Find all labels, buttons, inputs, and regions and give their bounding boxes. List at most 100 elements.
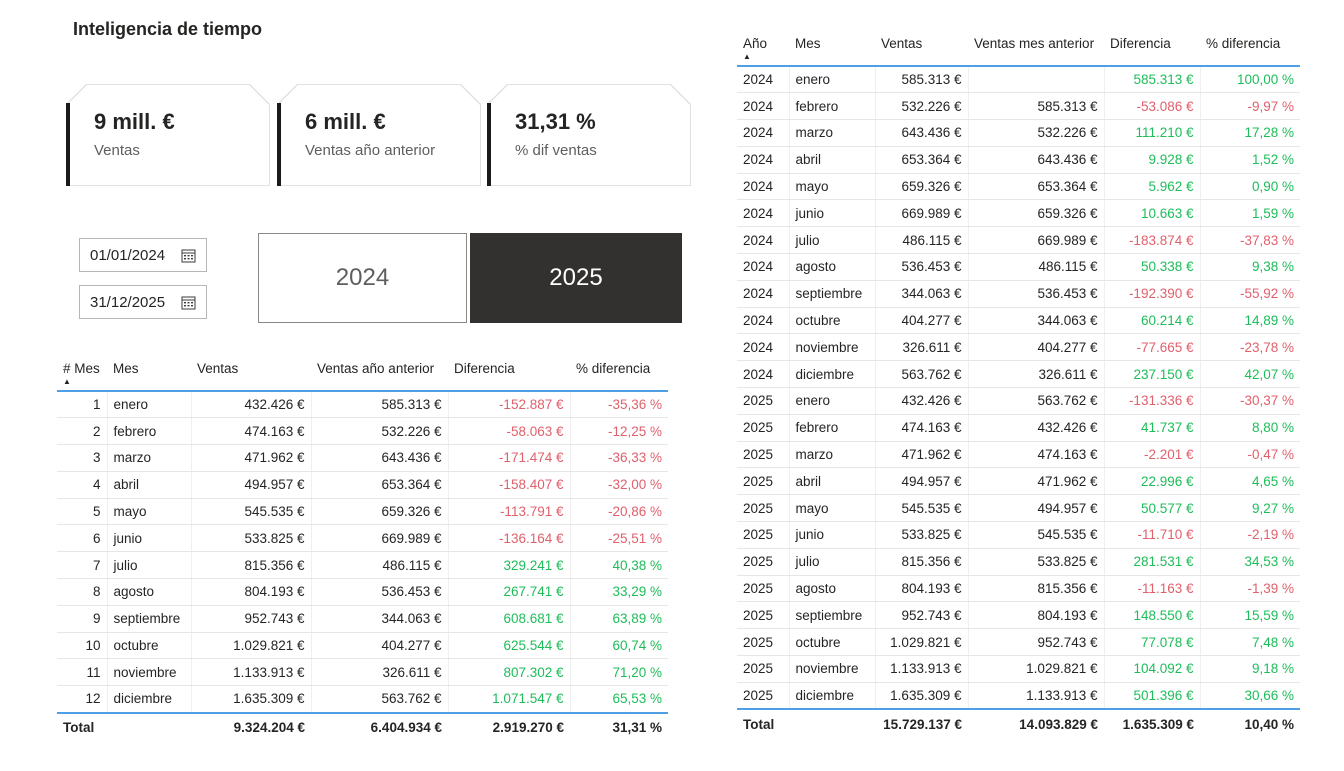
column-header--diferencia[interactable]: % diferencia xyxy=(570,358,668,392)
total-cell: 31,31 % xyxy=(570,711,668,742)
cell: 2025 xyxy=(737,414,790,442)
cell: -2,19 % xyxy=(1200,521,1300,549)
column-header-ventas[interactable]: Ventas xyxy=(875,33,968,67)
cell: julio xyxy=(107,551,192,580)
date-from-field[interactable] xyxy=(79,238,207,272)
cell: 33,29 % xyxy=(570,578,668,606)
cell: -35,36 % xyxy=(570,391,668,419)
cell: 2024 xyxy=(737,199,790,228)
column-header-diferencia[interactable]: Diferencia xyxy=(1104,33,1200,67)
cell: 643.436 € xyxy=(968,146,1105,174)
table-row: 2024 enero 585.313 €585.313 €100,00 % xyxy=(737,66,1300,94)
header-row: Año ▲ Mes Ventas Ventas mes anterior Diferenc… xyxy=(737,33,1300,67)
cell: 71,20 % xyxy=(570,658,668,687)
kpi-label: % dif ventas xyxy=(515,142,597,159)
date-from-input[interactable] xyxy=(90,246,174,264)
cell: octubre xyxy=(789,628,876,657)
cell: 585.313 € xyxy=(1104,66,1201,94)
cell: 2025 xyxy=(737,682,790,710)
cell: 267.741 € xyxy=(448,578,571,606)
cell: 2025 xyxy=(737,494,790,523)
total-row: Total 9.324.204 €6.404.934 €2.919.270 €31… xyxy=(57,711,668,742)
card-background xyxy=(278,85,480,185)
cell: 643.436 € xyxy=(311,444,449,472)
column-header-mes[interactable]: Mes xyxy=(789,33,875,67)
table-row: 6 junio 533.825 €669.989 € -136.164 € -25,51… xyxy=(57,524,668,553)
cell: 2024 xyxy=(737,146,790,174)
cell: 40,38 % xyxy=(570,551,668,580)
column-header--mes[interactable]: # Mes ▲ xyxy=(57,358,107,392)
date-to-input[interactable] xyxy=(90,293,174,311)
cell: 804.193 € xyxy=(191,578,312,606)
cell: 585.313 € xyxy=(311,391,449,419)
table-row: 2025 noviembre 1.133.913 €1.029.821 €104.0… xyxy=(737,655,1300,683)
cell: -55,92 % xyxy=(1200,280,1300,308)
cell: 653.364 € xyxy=(311,471,449,499)
cell: 34,53 % xyxy=(1200,548,1300,576)
calendar-icon[interactable] xyxy=(181,248,196,263)
cell: -32,00 % xyxy=(570,471,668,499)
cell: -25,51 % xyxy=(570,524,668,553)
cell: 1.133.913 € xyxy=(875,655,969,683)
cell: 471.962 € xyxy=(875,441,969,469)
cell: 643.436 € xyxy=(875,119,969,147)
cell: diciembre xyxy=(789,682,876,710)
column-header-año[interactable]: Año ▲ xyxy=(737,33,789,67)
cell: -53.086 € xyxy=(1104,92,1201,121)
cell: 532.226 € xyxy=(968,119,1105,147)
date-to-field[interactable] xyxy=(79,285,207,319)
cell: 815.356 € xyxy=(875,548,969,576)
year-month-comparison-table: Año ▲ Mes Ventas Ventas mes anterior Diferenc… xyxy=(737,33,1300,739)
column-header-diferencia[interactable]: Diferencia xyxy=(448,358,570,392)
column-header-ventas-mes-anterior[interactable]: Ventas mes anterior xyxy=(968,33,1104,67)
cell: -36,33 % xyxy=(570,444,668,472)
year-button-2025[interactable]: 2025 xyxy=(470,233,682,323)
cell: 100,00 % xyxy=(1200,66,1300,94)
total-cell: 1.635.309 € xyxy=(1104,708,1200,739)
table-row: 2025 enero 432.426 €563.762 € -131.336 € -30… xyxy=(737,387,1300,415)
cell: 6 xyxy=(57,524,108,553)
table-row: 3 marzo 471.962 €643.436 € -171.474 € -36,33… xyxy=(57,444,668,472)
total-cell: 10,40 % xyxy=(1200,708,1300,739)
cell xyxy=(968,66,1105,94)
column-header-mes[interactable]: Mes xyxy=(107,358,191,392)
column-header--diferencia[interactable]: % diferencia xyxy=(1200,33,1300,67)
cell: 474.163 € xyxy=(191,417,312,446)
column-header-ventas[interactable]: Ventas xyxy=(191,358,311,392)
kpi-card-ventas: 9 mill. € Ventas xyxy=(66,84,270,186)
table-row: 5 mayo 545.535 €659.326 € -113.791 € -20,86 … xyxy=(57,498,668,526)
cell: 63,89 % xyxy=(570,605,668,633)
cell: abril xyxy=(789,146,876,174)
table-row: 8 agosto 804.193 €536.453 €267.741 €33,29 … xyxy=(57,578,668,606)
cell: 9,27 % xyxy=(1200,494,1300,523)
cell: 536.453 € xyxy=(311,578,449,606)
cell: 432.426 € xyxy=(191,391,312,419)
cell: 815.356 € xyxy=(191,551,312,580)
cell: 8 xyxy=(57,578,108,606)
cell: febrero xyxy=(107,417,192,446)
table-row: 12 diciembre 1.635.309 €563.762 €1.071.547… xyxy=(57,685,668,714)
cell: 2024 xyxy=(737,119,790,147)
column-header-ventas-año-anterior[interactable]: Ventas año anterior xyxy=(311,358,448,392)
cell: 42,07 % xyxy=(1200,360,1300,389)
year-button-2024[interactable]: 2024 xyxy=(258,233,467,323)
cell: mayo xyxy=(789,494,876,523)
cell: 9,18 % xyxy=(1200,655,1300,683)
cell: -37,83 % xyxy=(1200,226,1300,255)
cell: 104.092 € xyxy=(1104,655,1201,683)
cell: 2 xyxy=(57,417,108,446)
calendar-icon[interactable] xyxy=(181,295,196,310)
cell: 0,90 % xyxy=(1200,173,1300,201)
cell: septiembre xyxy=(789,601,876,630)
table-row: 2025 marzo 471.962 €474.163 € -2.201 € -0,47… xyxy=(737,441,1300,469)
cell: octubre xyxy=(789,307,876,335)
kpi-value: 6 mill. € xyxy=(305,109,386,134)
kpi-card-pct-dif-ventas: 31,31 % % dif ventas xyxy=(487,84,691,186)
cell: 533.825 € xyxy=(968,548,1105,576)
cell: marzo xyxy=(789,441,876,469)
cell: 669.989 € xyxy=(968,226,1105,255)
kpi-value: 31,31 % xyxy=(515,109,596,134)
table-row: 2025 diciembre 1.635.309 €1.133.913 €501.3… xyxy=(737,682,1300,710)
cell: 65,53 % xyxy=(570,685,668,714)
table-row: 2024 marzo 643.436 €532.226 €111.210 €17,2… xyxy=(737,119,1300,147)
